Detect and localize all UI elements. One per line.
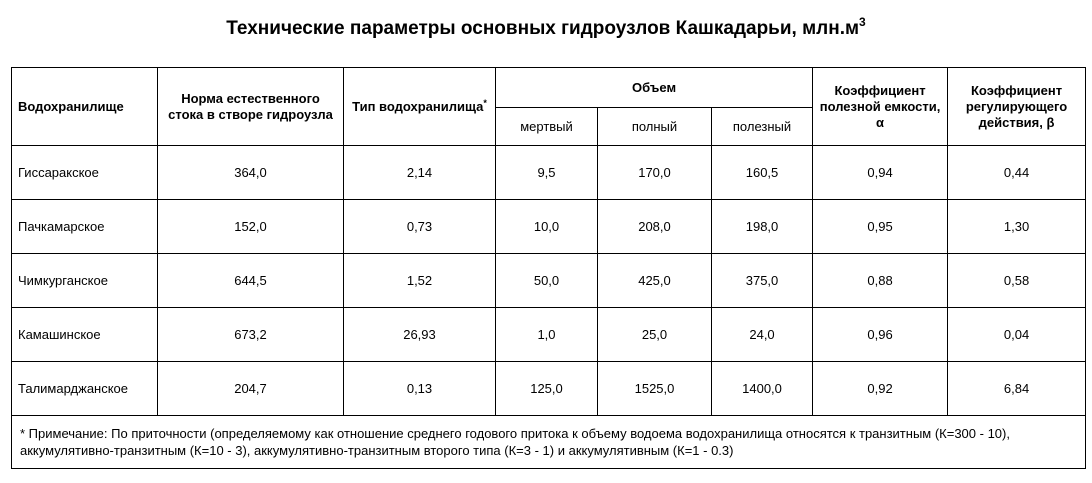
cell-coef-beta: 0,04: [947, 307, 1087, 362]
cell-volume-dead: 125,0: [495, 361, 598, 416]
cell-reservoir-name: Талимарджанское: [11, 361, 158, 416]
header-coef-regulation: Коэффициент регулирующего действия, β: [947, 67, 1087, 146]
header-type-mark: *: [483, 97, 487, 108]
cell-coef-alpha: 0,92: [812, 361, 949, 416]
header-row-1: Водохранилище Норма естественного стока …: [11, 67, 1087, 146]
header-reservoir: Водохранилище: [11, 67, 158, 146]
cell-volume-dead: 10,0: [495, 199, 598, 254]
table-row: Камашинское 673,2 26,93 1,0 25,0 24,0 0,…: [11, 307, 1087, 362]
cell-coef-beta: 0,58: [947, 253, 1087, 308]
cell-volume-full: 425,0: [597, 253, 712, 308]
cell-type: 0,73: [343, 199, 496, 254]
header-type-text: Тип водохранилища: [352, 98, 484, 114]
cell-volume-dead: 9,5: [495, 145, 598, 200]
header-volume-useful: полезный: [710, 107, 814, 146]
cell-volume-useful: 375,0: [710, 253, 814, 308]
page-title-text: Технические параметры основных гидроузло…: [226, 18, 860, 39]
cell-coef-beta: 6,84: [947, 361, 1087, 416]
cell-coef-alpha: 0,95: [812, 199, 949, 254]
table-row: Чимкурганское 644,5 1,52 50,0 425,0 375,…: [11, 253, 1087, 308]
cell-type: 1,52: [343, 253, 496, 308]
cell-reservoir-name: Камашинское: [11, 307, 158, 362]
cell-volume-useful: 24,0: [710, 307, 814, 362]
cell-flow-norm: 204,7: [157, 361, 344, 416]
footnote-row: * Примечание: По приточности (определяем…: [10, 415, 1087, 469]
cell-reservoir-name: Гиссаракское: [11, 145, 158, 200]
cell-volume-useful: 160,5: [710, 145, 814, 200]
cell-coef-alpha: 0,94: [812, 145, 949, 200]
header-volume: Объем: [494, 67, 814, 108]
cell-coef-alpha: 0,96: [812, 307, 949, 362]
cell-type: 0,13: [343, 361, 496, 416]
table-row: Гиссаракское 364,0 2,14 9,5 170,0 160,5 …: [11, 145, 1087, 200]
cell-volume-dead: 1,0: [495, 307, 598, 362]
cell-volume-full: 25,0: [597, 307, 712, 362]
cell-type: 2,14: [343, 145, 496, 200]
cell-type: 26,93: [343, 307, 496, 362]
cell-volume-full: 1525,0: [597, 361, 712, 416]
table-row: Пачкамарское 152,0 0,73 10,0 208,0 198,0…: [11, 199, 1087, 254]
header-coef-capacity: Коэффициент полезной емкости, α: [812, 67, 949, 146]
header-volume-dead: мертвый: [495, 107, 598, 146]
header-flow-norm: Норма естественного стока в створе гидро…: [157, 67, 344, 146]
footnote: * Примечание: По приточности (определяем…: [10, 415, 1087, 469]
cell-flow-norm: 644,5: [157, 253, 344, 308]
cell-coef-alpha: 0,88: [812, 253, 949, 308]
cell-coef-beta: 0,44: [947, 145, 1087, 200]
header-row-2: мертвый полный полезный: [12, 107, 1086, 146]
cell-reservoir-name: Чимкурганское: [11, 253, 158, 308]
parameters-table: Водохранилище Норма естественного стока …: [10, 67, 1087, 469]
cell-reservoir-name: Пачкамарское: [11, 199, 158, 254]
table-row: Талимарджанское 204,7 0,13 125,0 1525,0 …: [11, 361, 1087, 416]
page-title-superscript: 3: [859, 15, 866, 29]
header-type: Тип водохранилища*: [343, 67, 496, 146]
page-title: Технические параметры основных гидроузло…: [0, 15, 1092, 41]
cell-flow-norm: 364,0: [157, 145, 344, 200]
cell-flow-norm: 152,0: [157, 199, 344, 254]
cell-volume-full: 208,0: [597, 199, 712, 254]
cell-volume-useful: 1400,0: [710, 361, 814, 416]
cell-volume-full: 170,0: [597, 145, 712, 200]
cell-volume-useful: 198,0: [710, 199, 814, 254]
cell-flow-norm: 673,2: [157, 307, 344, 362]
cell-coef-beta: 1,30: [947, 199, 1087, 254]
header-volume-full: полный: [597, 107, 712, 146]
cell-volume-dead: 50,0: [495, 253, 598, 308]
